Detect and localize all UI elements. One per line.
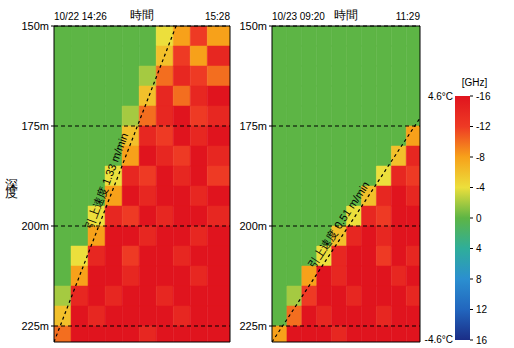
svg-text:0: 0 [476,213,482,224]
svg-text:-12: -12 [476,121,491,132]
svg-text:150m: 150m [239,20,267,32]
svg-text:-8: -8 [476,152,485,163]
svg-text:10/23 09:20: 10/23 09:20 [272,11,325,22]
html-text:深度: 深度 [4,168,19,180]
svg-text:175m: 175m [21,120,49,132]
svg-text:12: 12 [476,304,488,315]
svg-text:200m: 200m [239,220,267,232]
svg-text:8: 8 [476,274,482,285]
svg-text:16: 16 [476,335,488,346]
html-text:引上速度 1.33 m/min: 引上速度 1.33 m/min [82,131,131,231]
svg-text:150m: 150m [21,20,49,32]
svg-text:-4: -4 [476,182,485,193]
svg-text:10/22 14:26: 10/22 14:26 [54,11,107,22]
svg-text:225m: 225m [239,320,267,332]
svg-text:-16: -16 [476,91,491,102]
svg-text:-4.6°C: -4.6°C [425,334,453,345]
svg-text:15:28: 15:28 [205,11,230,22]
html-text:引上速度 0.51 m/min: 引上速度 0.51 m/min [305,179,372,271]
svg-text:175m: 175m [239,120,267,132]
html-text:時間: 時間 [130,8,154,22]
svg-text:11:29: 11:29 [396,11,421,22]
svg-text:[GHz]: [GHz] [462,77,488,88]
svg-text:225m: 225m [21,320,49,332]
svg-text:4: 4 [476,243,482,254]
svg-text:200m: 200m [21,220,49,232]
svg-text:4.6°C: 4.6°C [428,91,453,102]
html-text:時間: 時間 [334,8,358,22]
